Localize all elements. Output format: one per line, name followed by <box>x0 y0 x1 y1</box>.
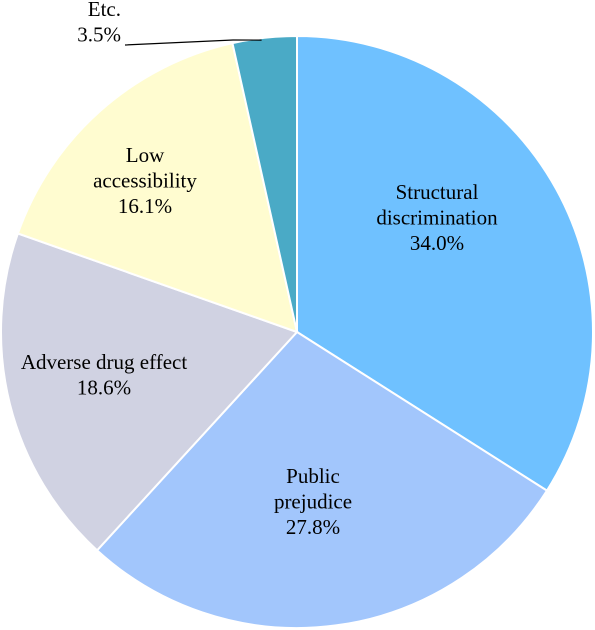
pie-slice-low-accessibility <box>16 41 299 334</box>
slice-label-low-accessibility: Low accessibility 16.1% <box>93 143 197 218</box>
slice-percent-adverse-drug-effect: 18.6% <box>77 376 131 400</box>
pie-slice-public-prejudice <box>95 330 549 629</box>
slice-label-etc: Etc. 3.5% <box>77 0 121 47</box>
pie-labels: Structural discrimination 34.0% Public preju… <box>21 0 498 539</box>
pie-slices <box>0 34 594 629</box>
pie-slice-structural-discrimination <box>296 34 594 492</box>
etc-leader-line <box>124 39 262 46</box>
slice-percent-structural-discrimination: 34.0% <box>410 231 464 255</box>
slice-label-public-prejudice: Public prejudice 27.8% <box>274 464 352 539</box>
slice-label-adverse-drug-effect: Adverse drug effect 18.6% <box>21 350 188 400</box>
slice-label-structural-discrimination: Structural discrimination 34.0% <box>376 180 498 255</box>
pie-slice-adverse-drug-effect <box>0 232 299 552</box>
slice-percent-low-accessibility: 16.1% <box>118 194 172 218</box>
slice-percent-etc: 3.5% <box>77 23 121 47</box>
slice-percent-public-prejudice: 27.8% <box>286 515 340 539</box>
pie-slice-etc <box>231 34 298 333</box>
